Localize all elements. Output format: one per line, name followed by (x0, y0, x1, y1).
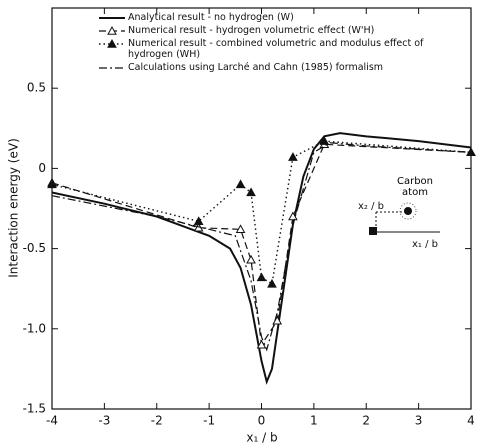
legend-entry: Numerical result - combined volumetric a… (98, 38, 458, 60)
marker (256, 272, 267, 282)
inset-label: x₂ / b (358, 201, 384, 212)
legend-swatch (99, 67, 125, 69)
legend-entry: Analytical result - no hydrogen (W) (98, 12, 458, 23)
marker (288, 152, 298, 161)
y-tick-label: -1.0 (23, 321, 46, 335)
series-line (51, 142, 472, 352)
x-axis-label: x₁ / b (246, 431, 277, 445)
marker (267, 278, 277, 288)
legend-entry: Calculations using Larché and Cahn (1985… (98, 62, 458, 73)
legend: Analytical result - no hydrogen (W) Numer… (98, 12, 458, 75)
marker (235, 179, 246, 189)
legend-label: Numerical result - hydrogen volumetric e… (128, 25, 375, 36)
marker (288, 211, 298, 221)
y-tick-label: 0.5 (27, 81, 46, 95)
marker (107, 25, 117, 35)
series-line (51, 143, 472, 347)
marker (107, 38, 117, 48)
marker (47, 179, 57, 189)
x-tick-label: 3 (415, 414, 423, 428)
x-tick-label: -2 (151, 414, 163, 428)
inset-label: Carbon atom (396, 176, 434, 198)
inset-dislocation (369, 227, 377, 235)
x-tick-label: -1 (203, 414, 215, 428)
marker (246, 187, 256, 197)
x-tick-label: 0 (258, 414, 266, 428)
y-axis-label: Interaction energy (eV) (7, 138, 21, 278)
inset-diagram: x₂ / b x₁ / b (358, 201, 440, 250)
marker (256, 339, 267, 349)
y-tick-label: 0 (38, 161, 46, 175)
x-tick-label: 4 (467, 414, 475, 428)
y-tick-label: -0.5 (23, 241, 46, 255)
x-tick-label: 1 (310, 414, 318, 428)
inset-carbon-halo (399, 202, 417, 220)
y-tick-label: -1.5 (23, 402, 46, 416)
legend-label: Numerical result - combined volumetric a… (128, 38, 424, 60)
x-tick-label: -3 (98, 414, 110, 428)
inset-label: x₁ / b (412, 239, 438, 250)
legend-swatch (99, 25, 125, 35)
legend-swatch (99, 38, 125, 48)
marker (193, 216, 204, 226)
legend-entry: Numerical result - hydrogen volumetric e… (98, 25, 458, 36)
marker (319, 136, 330, 145)
legend-swatch (99, 17, 125, 19)
legend-label: Analytical result - no hydrogen (W) (128, 12, 294, 23)
legend-label: Calculations using Larché and Cahn (1985… (128, 62, 384, 73)
marker (235, 224, 246, 234)
marker (246, 254, 256, 264)
x-tick-label: 2 (362, 414, 370, 428)
inset-carbon (404, 207, 412, 215)
x-tick-label: -4 (46, 414, 58, 428)
series-line (51, 132, 472, 385)
